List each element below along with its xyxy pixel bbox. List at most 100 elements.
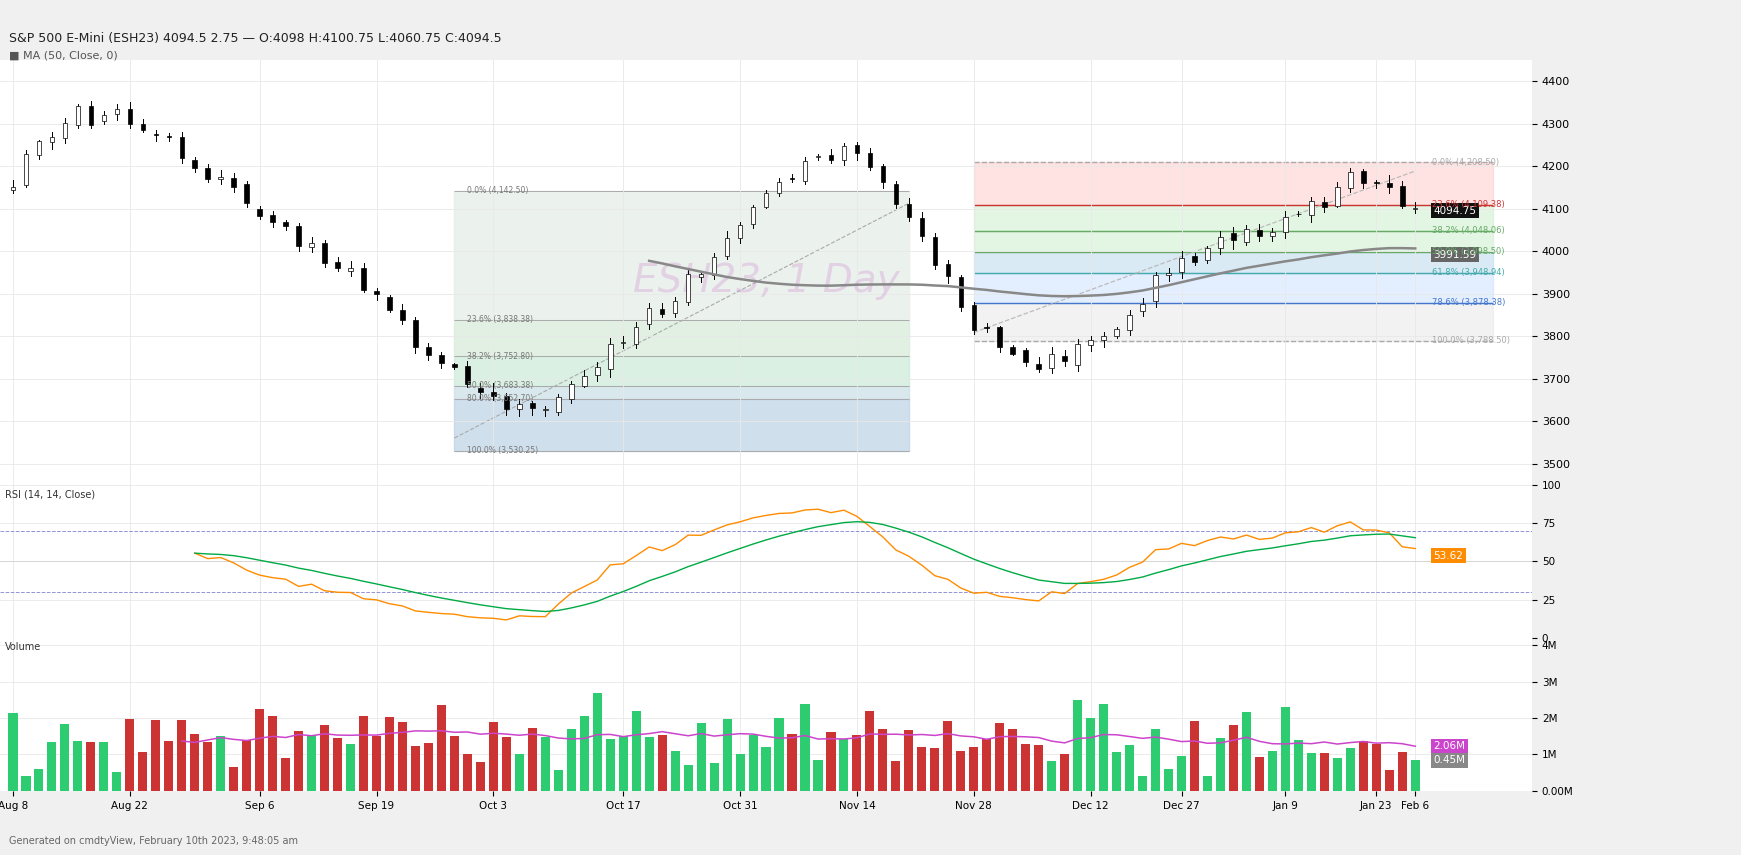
Bar — [437, 705, 446, 791]
Bar — [696, 723, 705, 791]
Bar — [9, 712, 17, 791]
Bar — [362, 268, 366, 290]
Bar — [333, 738, 343, 791]
Bar — [841, 146, 846, 160]
Bar — [1072, 699, 1083, 791]
Bar — [1193, 256, 1196, 262]
Bar — [853, 734, 862, 791]
Bar — [634, 327, 639, 344]
Bar — [463, 754, 472, 791]
Bar — [1102, 336, 1106, 340]
Bar — [813, 759, 822, 791]
Bar — [787, 734, 797, 791]
Bar — [125, 719, 134, 791]
Bar — [672, 301, 677, 313]
Bar — [554, 770, 562, 791]
Bar — [1179, 258, 1184, 272]
Bar — [89, 106, 94, 125]
Bar — [801, 705, 810, 791]
Bar — [606, 740, 615, 791]
Bar — [775, 718, 783, 791]
Bar — [115, 109, 118, 115]
Bar — [336, 262, 339, 268]
Text: RSI (14, 14, Close): RSI (14, 14, Close) — [5, 489, 94, 499]
Bar — [153, 134, 158, 135]
Bar — [35, 769, 44, 791]
Bar — [515, 754, 524, 791]
Bar — [618, 735, 629, 791]
Bar — [945, 264, 951, 276]
Bar — [658, 734, 667, 791]
Bar — [1022, 744, 1031, 791]
Bar — [1112, 752, 1121, 791]
Text: 100.0% (3,788.50): 100.0% (3,788.50) — [1433, 337, 1509, 345]
Bar — [1398, 752, 1407, 791]
Bar — [348, 268, 353, 270]
Bar — [904, 730, 914, 791]
Text: ■ MA (50, Close, 0): ■ MA (50, Close, 0) — [9, 50, 117, 61]
Bar — [1384, 770, 1395, 791]
Bar — [101, 115, 106, 121]
Bar — [400, 310, 404, 320]
Bar — [491, 392, 496, 396]
Bar — [113, 772, 122, 791]
Text: 23.6% (4,109.38): 23.6% (4,109.38) — [1433, 200, 1504, 209]
Bar — [776, 182, 782, 193]
Bar — [1388, 183, 1391, 186]
Text: 38.2% (4,048.06): 38.2% (4,048.06) — [1433, 227, 1504, 235]
Bar — [761, 746, 771, 791]
Bar — [1219, 238, 1222, 249]
Bar — [829, 155, 834, 160]
Bar — [258, 209, 261, 215]
Bar — [1086, 718, 1095, 791]
Bar — [749, 735, 757, 791]
Text: 53.62: 53.62 — [1433, 551, 1462, 561]
Bar — [1335, 186, 1339, 206]
Bar — [1281, 707, 1290, 791]
Text: 0.0% (4,142.50): 0.0% (4,142.50) — [467, 186, 529, 195]
Bar — [387, 298, 392, 310]
Bar — [580, 716, 588, 791]
Bar — [489, 722, 498, 791]
Text: Volume: Volume — [5, 642, 40, 652]
Bar — [1203, 776, 1212, 791]
Bar — [528, 728, 536, 791]
Bar — [37, 141, 42, 156]
Bar — [867, 153, 872, 167]
Bar — [479, 387, 482, 392]
Bar — [10, 186, 16, 190]
Bar — [944, 721, 952, 791]
Bar — [724, 239, 729, 256]
Bar — [204, 742, 212, 791]
Bar — [764, 193, 768, 208]
Bar — [1062, 357, 1067, 361]
Bar — [1307, 753, 1316, 791]
Text: 61.8% (3,948.94): 61.8% (3,948.94) — [1433, 268, 1504, 277]
Bar — [541, 737, 550, 791]
Bar — [1088, 340, 1093, 345]
Bar — [1257, 230, 1262, 235]
Bar — [296, 227, 301, 246]
Bar — [998, 327, 1003, 347]
Bar — [127, 109, 132, 124]
Bar — [256, 709, 265, 791]
Bar — [413, 320, 418, 347]
Bar — [190, 734, 198, 791]
Bar — [268, 716, 277, 791]
Bar — [232, 178, 237, 187]
Bar — [581, 376, 587, 386]
Bar — [1374, 181, 1379, 183]
Bar — [1153, 275, 1158, 302]
Bar — [280, 758, 291, 791]
Text: S&P 500 E-Mini (ESH23) 4094.5 2.75 — O:4098 H:4100.75 L:4060.75 C:4094.5: S&P 500 E-Mini (ESH23) 4094.5 2.75 — O:4… — [9, 32, 501, 45]
Bar — [423, 743, 434, 791]
Bar — [310, 243, 313, 247]
Bar — [61, 723, 70, 791]
Bar — [735, 754, 745, 791]
Bar — [50, 138, 54, 142]
Bar — [918, 747, 926, 791]
Bar — [907, 204, 911, 216]
Bar — [1046, 761, 1057, 791]
Bar — [1410, 760, 1419, 791]
Bar — [1334, 758, 1342, 791]
